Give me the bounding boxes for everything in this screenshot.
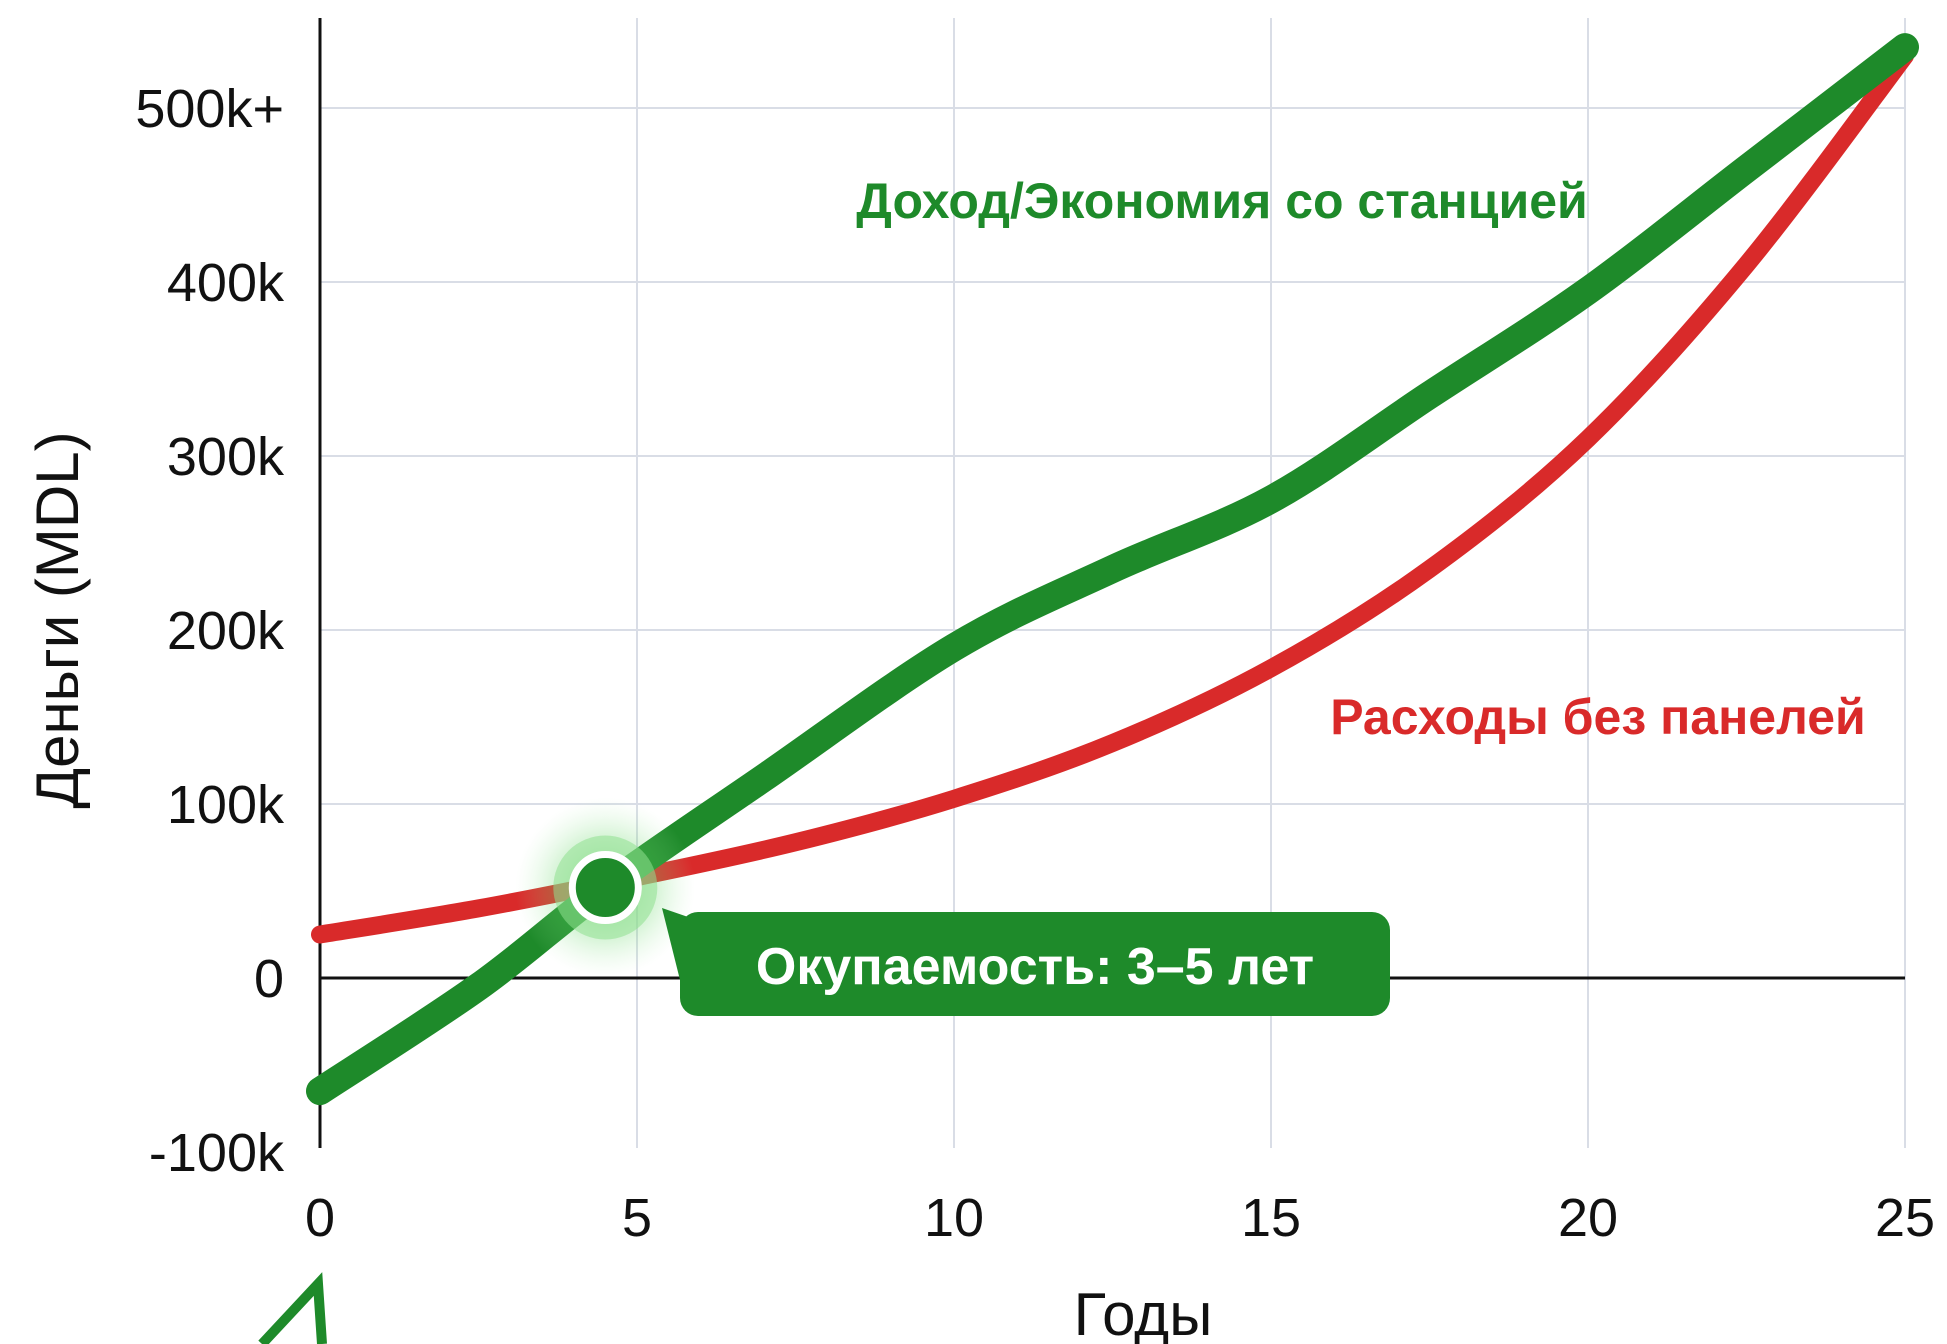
y-tick-label: 400k (167, 253, 285, 313)
payback-marker (568, 851, 642, 925)
y-tick-label: 100k (167, 775, 285, 835)
x-tick-label: 10 (924, 1188, 984, 1248)
decorative-arrow-fragment (258, 1272, 327, 1344)
y-tick-label: 200k (167, 601, 285, 661)
x-tick-label: 5 (622, 1188, 652, 1248)
payback-annotation: Окупаемость: 3–5 лет (258, 797, 1390, 1344)
series-label-expenses: Расходы без панелей (1330, 689, 1866, 745)
x-tick-label: 25 (1875, 1188, 1935, 1248)
x-tick-label: 15 (1241, 1188, 1301, 1248)
y-tick-label: 300k (167, 427, 285, 487)
y-tick-label: 500k+ (135, 79, 284, 139)
callout-box (680, 912, 1390, 1016)
x-tick-label: 20 (1558, 1188, 1618, 1248)
tick-labels: -100k 0 100k 200k 300k 400k 500k+ 0 5 10 15 20 25 (135, 79, 1935, 1248)
x-tick-label: 0 (305, 1188, 335, 1248)
series-label-income: Доход/Экономия со станцией (856, 173, 1588, 229)
x-axis-title: Годы (1074, 1281, 1213, 1344)
callout-text: Окупаемость: 3–5 лет (756, 938, 1314, 996)
y-tick-label: 0 (254, 949, 284, 1009)
series-labels: Доход/Экономия со станцией Расходы без па… (856, 173, 1866, 745)
y-tick-label: -100k (149, 1123, 285, 1183)
y-axis-title: Деньги (MDL) (24, 431, 91, 808)
